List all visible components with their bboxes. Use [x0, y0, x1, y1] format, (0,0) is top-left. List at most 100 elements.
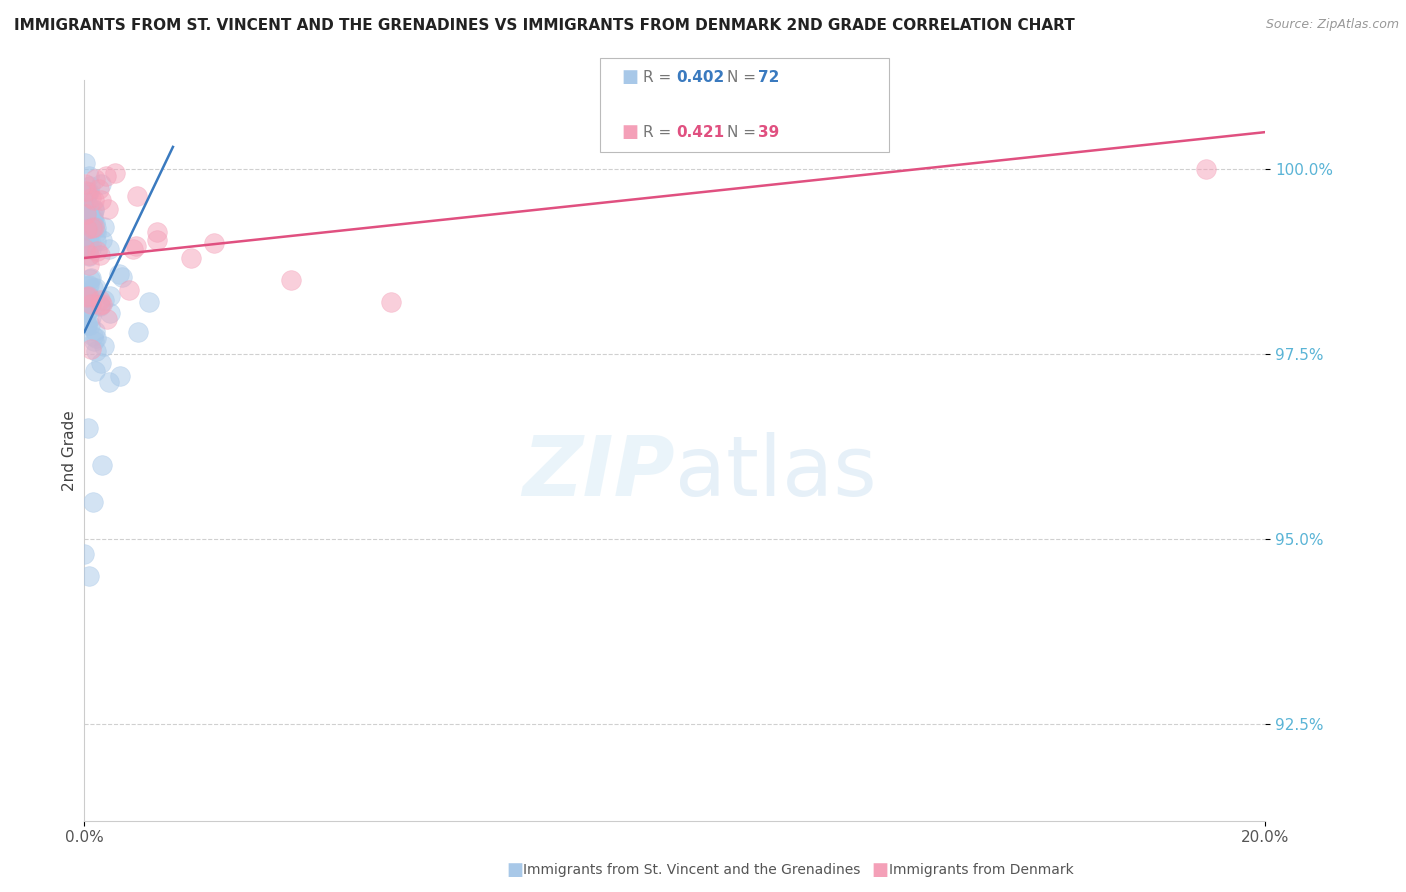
Point — [76, 317, 98, 331]
Text: ■: ■ — [872, 861, 889, 879]
Point — [77, 201, 100, 215]
Point — [104, 166, 127, 180]
Point — [77, 248, 100, 262]
Point — [97, 202, 120, 216]
Point — [82, 208, 104, 222]
Point — [83, 364, 105, 378]
Point — [73, 218, 96, 232]
Text: R =: R = — [643, 125, 676, 140]
Point — [82, 328, 104, 343]
Point — [76, 214, 98, 228]
Text: atlas: atlas — [675, 432, 876, 513]
Point — [121, 242, 143, 256]
Point — [84, 221, 107, 235]
Point — [380, 295, 402, 310]
Point — [84, 227, 107, 241]
Text: 39: 39 — [758, 125, 779, 140]
Point — [83, 216, 105, 230]
Text: 0.402: 0.402 — [676, 70, 724, 85]
Point — [202, 236, 225, 251]
Text: N =: N = — [727, 70, 761, 85]
Point — [108, 267, 131, 281]
Point — [79, 318, 101, 332]
Point — [86, 244, 108, 259]
Point — [77, 258, 100, 272]
Y-axis label: 2nd Grade: 2nd Grade — [62, 410, 77, 491]
Point — [84, 344, 107, 359]
Point — [80, 310, 103, 324]
Point — [75, 207, 97, 221]
Point — [96, 312, 118, 326]
Point — [108, 369, 131, 384]
Point — [91, 297, 114, 311]
Point — [83, 219, 105, 234]
Point — [75, 155, 97, 169]
Point — [90, 356, 112, 370]
Point — [89, 293, 111, 307]
Point — [77, 288, 100, 302]
Point — [90, 194, 112, 208]
Point — [79, 240, 101, 254]
Text: R =: R = — [643, 70, 676, 85]
Text: ■: ■ — [621, 123, 638, 141]
Point — [76, 185, 98, 199]
Point — [77, 169, 100, 183]
Point — [98, 306, 121, 320]
Point — [111, 270, 134, 285]
Point — [77, 219, 100, 233]
Point — [98, 375, 121, 389]
Point — [83, 202, 105, 216]
Point — [79, 296, 101, 310]
Point — [91, 233, 114, 247]
Point — [280, 273, 302, 287]
Point — [93, 293, 115, 307]
Point — [76, 278, 98, 293]
Text: 72: 72 — [758, 70, 779, 85]
Point — [89, 298, 111, 312]
Point — [84, 281, 107, 295]
Point — [75, 301, 97, 315]
Point — [91, 458, 114, 473]
Text: ■: ■ — [621, 69, 638, 87]
Point — [80, 191, 103, 205]
Point — [83, 334, 105, 348]
Point — [80, 242, 103, 256]
Point — [82, 495, 104, 509]
Point — [79, 278, 101, 293]
Text: 0.421: 0.421 — [676, 125, 724, 140]
Text: Source: ZipAtlas.com: Source: ZipAtlas.com — [1265, 18, 1399, 31]
Text: Immigrants from Denmark: Immigrants from Denmark — [889, 863, 1073, 877]
Point — [79, 214, 101, 228]
Point — [75, 285, 97, 300]
Point — [84, 172, 107, 186]
Point — [90, 177, 112, 191]
Point — [125, 239, 148, 253]
Point — [83, 194, 105, 208]
Text: ZIP: ZIP — [522, 432, 675, 513]
Point — [77, 249, 100, 263]
Point — [82, 211, 104, 226]
Point — [75, 242, 97, 256]
Point — [76, 305, 98, 319]
Point — [75, 184, 97, 198]
Point — [125, 188, 148, 202]
Point — [98, 288, 121, 302]
Point — [77, 185, 100, 199]
Point — [80, 297, 103, 311]
Point — [84, 324, 107, 338]
Point — [80, 221, 103, 235]
Point — [97, 242, 120, 256]
Text: ■: ■ — [506, 861, 523, 879]
Point — [146, 225, 169, 239]
Point — [77, 288, 100, 302]
Point — [1195, 162, 1218, 177]
Point — [84, 331, 107, 345]
Point — [180, 251, 202, 265]
Point — [79, 272, 101, 286]
Point — [118, 283, 141, 297]
Point — [83, 202, 105, 217]
Point — [89, 248, 111, 262]
Point — [146, 234, 169, 248]
Point — [73, 547, 96, 561]
Point — [87, 182, 110, 196]
